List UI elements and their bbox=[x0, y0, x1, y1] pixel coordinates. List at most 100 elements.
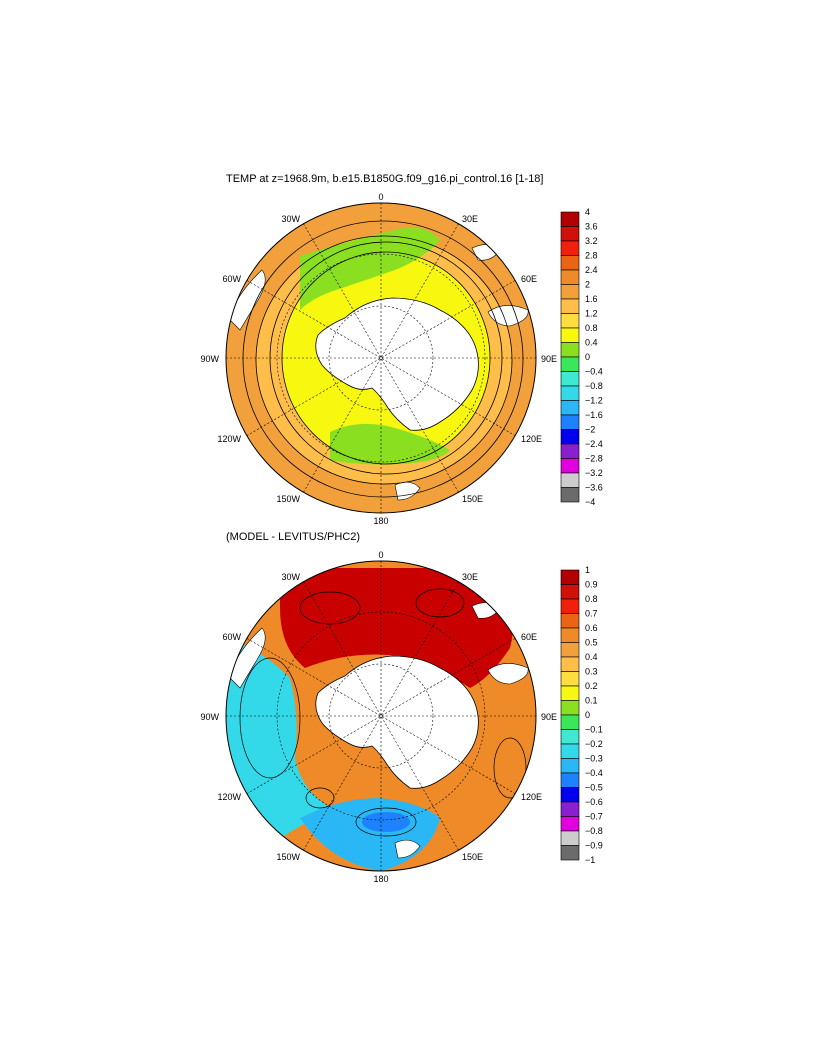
colorbar-swatch bbox=[560, 801, 580, 817]
colorbar-label: −0.2 bbox=[585, 739, 603, 749]
colorbar-label: 3.2 bbox=[585, 236, 598, 246]
polar-map-difference: 0 30E 60E 90E 120E 150E 180 150W 120W 90… bbox=[200, 550, 603, 884]
colorbar-label: 1.2 bbox=[585, 309, 598, 319]
colorbar-label: 0.2 bbox=[585, 681, 598, 691]
svg-text:90E: 90E bbox=[541, 354, 557, 364]
colorbar-label: 0.7 bbox=[585, 609, 598, 619]
colorbar-label: −0.9 bbox=[585, 841, 603, 851]
svg-text:60E: 60E bbox=[521, 274, 537, 284]
colorbar-label: 0.6 bbox=[585, 623, 598, 633]
polar-map-temperature: 0 30E 60E 90E 120E 150E 180 150W 120W 90… bbox=[200, 192, 603, 526]
colorbar-label: 0.1 bbox=[585, 696, 598, 706]
colorbar-swatch bbox=[560, 269, 580, 285]
antarctica-landmass bbox=[315, 297, 479, 431]
colorbar-swatch bbox=[560, 356, 580, 372]
graticule bbox=[226, 203, 536, 513]
map-border bbox=[225, 560, 537, 872]
colorbar-label: 3.6 bbox=[585, 222, 598, 232]
colorbar-label: −0.8 bbox=[585, 381, 603, 391]
svg-text:150W: 150W bbox=[276, 494, 300, 504]
colorbar-label: 0.8 bbox=[585, 323, 598, 333]
colorbar-label: −3.6 bbox=[585, 483, 603, 493]
antarctica-landmass bbox=[315, 655, 479, 789]
land-south-america bbox=[227, 627, 266, 689]
land-australia bbox=[487, 305, 529, 327]
colorbar-swatch bbox=[560, 458, 580, 474]
svg-text:30W: 30W bbox=[281, 572, 300, 582]
colorbar-swatch bbox=[560, 255, 580, 271]
map-title: TEMP at z=1968.9m, b.e15.B1850G.f09_g16.… bbox=[226, 173, 544, 185]
colorbar-swatch bbox=[560, 598, 580, 614]
colorbar-label: 1.6 bbox=[585, 294, 598, 304]
colorbar-label: −0.1 bbox=[585, 725, 603, 735]
colorbar-swatch bbox=[560, 342, 580, 358]
svg-text:30E: 30E bbox=[462, 214, 478, 224]
colorbar-swatch bbox=[560, 313, 580, 329]
colorbar-label: 0.8 bbox=[585, 594, 598, 604]
svg-text:150E: 150E bbox=[462, 494, 483, 504]
colorbar-label: 0.3 bbox=[585, 667, 598, 677]
colorbar-swatch bbox=[560, 298, 580, 314]
colorbar-swatch bbox=[560, 240, 580, 256]
svg-text:90W: 90W bbox=[200, 354, 219, 364]
temperature-map-panel: TEMP at z=1968.9m, b.e15.B1850G.f09_g16.… bbox=[0, 170, 818, 530]
colorbar-swatch bbox=[560, 772, 580, 788]
colorbar-label: −0.7 bbox=[585, 812, 603, 822]
colorbar-label: −0.3 bbox=[585, 754, 603, 764]
map-title: (MODEL - LEVITUS/PHC2) bbox=[226, 531, 361, 543]
colorbar-swatch bbox=[560, 830, 580, 846]
colorbar-swatch bbox=[560, 743, 580, 759]
colorbar-swatch bbox=[560, 211, 580, 227]
colorbar-swatch bbox=[560, 327, 580, 343]
colorbar-swatch bbox=[560, 845, 580, 861]
contour-lines bbox=[239, 588, 527, 837]
difference-map-panel: (MODEL - LEVITUS/PHC2) bbox=[0, 528, 818, 888]
svg-text:90E: 90E bbox=[541, 712, 557, 722]
colorbar-label: 0.5 bbox=[585, 638, 598, 648]
colorbar-label: −1 bbox=[585, 855, 595, 865]
colorbar-label: −0.6 bbox=[585, 797, 603, 807]
colorbar-label: −2.8 bbox=[585, 454, 603, 464]
colorbar-swatch bbox=[560, 714, 580, 730]
colorbar-swatch bbox=[560, 414, 580, 430]
svg-text:150W: 150W bbox=[276, 852, 300, 862]
difference-field bbox=[226, 561, 536, 871]
graticule bbox=[226, 561, 536, 871]
land-south-america bbox=[227, 269, 266, 331]
svg-text:60W: 60W bbox=[222, 632, 241, 642]
svg-text:120E: 120E bbox=[521, 434, 542, 444]
colorbar-swatch bbox=[560, 613, 580, 629]
colorbar-label: −4 bbox=[585, 497, 595, 507]
svg-text:30W: 30W bbox=[281, 214, 300, 224]
colorbar-swatch bbox=[560, 627, 580, 643]
svg-text:60W: 60W bbox=[222, 274, 241, 284]
colorbar-swatch bbox=[560, 685, 580, 701]
colorbar-swatch bbox=[560, 569, 580, 585]
svg-text:150E: 150E bbox=[462, 852, 483, 862]
colorbar-label: −0.8 bbox=[585, 826, 603, 836]
colorbar-swatch bbox=[560, 472, 580, 488]
field-green-patch-south bbox=[330, 423, 450, 465]
colorbar-swatch bbox=[560, 671, 580, 687]
field-north bbox=[280, 568, 514, 688]
colorbar-swatch bbox=[560, 284, 580, 300]
colorbar-swatch bbox=[560, 816, 580, 832]
colorbar-swatch bbox=[560, 226, 580, 242]
colorbar-label: −3.2 bbox=[585, 468, 603, 478]
colorbar-swatch bbox=[560, 385, 580, 401]
colorbar-label: 0.4 bbox=[585, 338, 598, 348]
svg-text:120E: 120E bbox=[521, 792, 542, 802]
svg-text:180: 180 bbox=[373, 874, 388, 884]
colorbar-swatch bbox=[560, 642, 580, 658]
svg-text:0: 0 bbox=[378, 192, 383, 202]
svg-text:120W: 120W bbox=[217, 792, 241, 802]
svg-text:30E: 30E bbox=[462, 572, 478, 582]
svg-text:120W: 120W bbox=[217, 434, 241, 444]
colorbar-swatch bbox=[560, 429, 580, 445]
svg-text:180: 180 bbox=[373, 516, 388, 526]
colorbar-label: −0.4 bbox=[585, 768, 603, 778]
colorbar-swatch bbox=[560, 729, 580, 745]
temperature-field bbox=[226, 203, 536, 513]
colorbar-swatch bbox=[560, 584, 580, 600]
colorbar-swatch bbox=[560, 656, 580, 672]
